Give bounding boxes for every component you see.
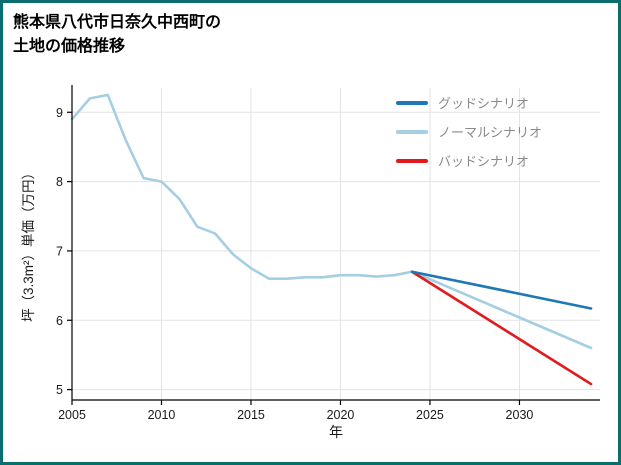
legend-label-good: グッドシナリオ (438, 96, 530, 111)
x-tick-label: 2015 (237, 408, 265, 422)
legend-label-bad: バッドシナリオ (438, 154, 530, 169)
y-tick-label: 6 (56, 314, 63, 328)
legend-item-good: グッドシナリオ (396, 93, 542, 112)
chart-canvas: 2005 2010 2015 2020 2025 2030 5 6 7 8 9 (56, 85, 600, 422)
chart-title-line1: 熊本県八代市日奈久中西町の (13, 14, 222, 31)
y-axis-label: 坪（3.3m²）単価（万円） (21, 165, 36, 323)
x-tick-label: 2020 (327, 408, 355, 422)
series-line-normal (70, 93, 593, 350)
chart-title-line2: 土地の価格推移 (13, 38, 126, 55)
legend-swatch-good (396, 100, 428, 105)
series-line-good (410, 270, 593, 310)
legend-swatch-bad (396, 158, 428, 163)
y-tick-label: 7 (56, 244, 63, 258)
x-tick-label: 2005 (58, 408, 86, 422)
legend: グッドシナリオ ノーマルシナリオ バッドシナリオ (396, 93, 542, 170)
x-axis-label: 年 (329, 424, 343, 440)
legend-item-bad: バッドシナリオ (396, 151, 542, 170)
chart-title: 熊本県八代市日奈久中西町の 土地の価格推移 (13, 11, 221, 59)
legend-label-normal: ノーマルシナリオ (438, 125, 543, 140)
x-tick-label: 2025 (416, 408, 444, 422)
y-tick-label: 5 (56, 383, 63, 397)
series-line-bad (410, 270, 593, 386)
y-tick-label: 9 (56, 106, 63, 120)
y-tick-label: 8 (56, 175, 63, 189)
x-tick-label: 2010 (148, 408, 176, 422)
legend-swatch-normal (396, 129, 428, 134)
legend-item-normal: ノーマルシナリオ (396, 122, 542, 141)
x-tick-label: 2030 (506, 408, 534, 422)
